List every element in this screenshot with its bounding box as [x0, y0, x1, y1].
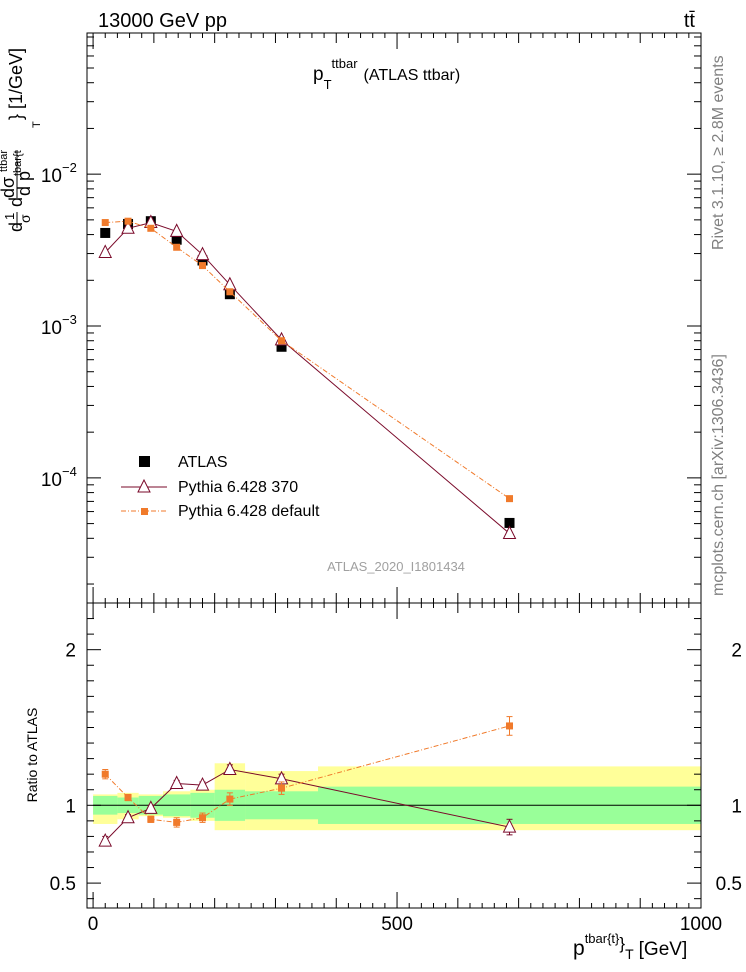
data-point-pythia-default [124, 217, 132, 225]
analysis-watermark: ATLAS_2020_I1801434 [327, 559, 465, 574]
ratio-point-pythia-370 [195, 776, 210, 791]
data-point-pythia-default [199, 262, 207, 270]
ratio-panel: 0.5 0.5 1 1 2 2 0 500 1000 Ratio to ATLAS ptbar… [24, 602, 742, 962]
ratio-series [98, 716, 517, 847]
main-y-axis-label-text: } [1/GeV] [6, 48, 26, 120]
ratio-point-pythia-370 [121, 809, 135, 824]
main-y-axis-label: d 1 σ d dσ ttbar d p tbar{t T } [1/GeV] [0, 48, 43, 232]
ratio-y-tick-label-right: 1 [731, 796, 742, 817]
data-point-pythia-370 [98, 244, 113, 258]
plot-title: pTttbar(ATLAS ttbar) [313, 56, 460, 92]
rivet-label: Rivet 3.1.10, ≥ 2.8M events [710, 55, 727, 250]
ratio-point-pythia-370 [98, 832, 113, 847]
data-point-atlas [276, 341, 287, 352]
ratio-line-0 [104, 768, 510, 842]
ratio-line-1 [104, 725, 510, 823]
ratio-y-ticks: 0.5 0.5 1 1 2 2 [50, 618, 742, 900]
svg-text:1: 1 [2, 213, 17, 220]
legend-marker-pythia-370 [137, 478, 151, 493]
main-line-2 [105, 220, 510, 500]
ratio-y-tick-label-right: 2 [731, 641, 742, 662]
ratio-point-pythia-default [124, 794, 132, 802]
legend-label-pythia-370: Pythia 6.428 370 [178, 479, 298, 496]
main-y-tick-label: 10 [41, 166, 62, 187]
data-point-pythia-370 [121, 220, 135, 234]
data-point-pythia-default [101, 219, 109, 227]
ratio-point-pythia-default [506, 722, 514, 730]
main-y-ticks: 10−210−310−4 [41, 36, 701, 585]
legend-marker-pythia-default [141, 508, 148, 515]
ratio-point-pythia-default [147, 815, 155, 823]
ratio-point-pythia-370 [502, 818, 517, 833]
x-tick-label: 0 [88, 914, 99, 935]
data-point-atlas [171, 234, 182, 245]
svg-text:σ: σ [17, 214, 33, 223]
ratio-y-tick-label: 2 [65, 641, 76, 662]
data-point-pythia-default [506, 495, 514, 503]
svg-text:d p: d p [14, 171, 34, 196]
svg-text:tbar{t: tbar{t [12, 150, 24, 176]
data-point-pythia-370 [195, 246, 210, 261]
data-point-atlas [504, 517, 515, 528]
svg-text:T: T [31, 121, 43, 128]
main-series [98, 214, 517, 540]
main-y-tick-label: 10 [41, 470, 62, 491]
ratio-point-pythia-default [226, 795, 234, 803]
ratio-point-pythia-370 [144, 800, 158, 814]
ratio-bands [93, 763, 701, 831]
energy-label: 13000 GeV pp [98, 10, 227, 32]
svg-text:ttbar: ttbar [0, 150, 10, 172]
ratio-point-pythia-default [101, 770, 109, 778]
ratio-y-tick-label-right: 0.5 [716, 874, 742, 895]
main-y-tick-exponent: −4 [62, 464, 77, 479]
legend: ATLAS Pythia 6.428 370 Pythia 6.428 defa… [121, 454, 320, 520]
main-y-tick-exponent: −3 [62, 312, 77, 327]
ratio-x-ticks: 0 500 1000 [88, 603, 722, 935]
data-point-pythia-default [173, 243, 181, 251]
x-axis-label: ptbar{t}}T [GeV] [573, 931, 687, 962]
svg-text:d: d [6, 222, 26, 232]
main-y-tick-exponent: −2 [62, 160, 77, 175]
legend-marker-atlas [139, 456, 150, 467]
data-point-pythia-370 [169, 223, 184, 237]
ratio-y-tick-label: 0.5 [50, 874, 76, 895]
ratio-point-pythia-default [199, 814, 207, 822]
x-tick-label: 1000 [680, 914, 722, 935]
ratio-point-pythia-370 [169, 775, 184, 790]
main-y-tick-label: 10 [41, 318, 62, 339]
mcplots-label: mcplots.cern.ch [arXiv:1306.3436] [710, 354, 727, 596]
ratio-point-pythia-default [278, 784, 286, 792]
ratio-point-pythia-370 [223, 761, 237, 776]
data-point-pythia-default [147, 224, 155, 232]
svg-text:d: d [6, 197, 26, 207]
data-point-pythia-370 [502, 525, 517, 540]
legend-label-atlas: ATLAS [178, 454, 228, 471]
ratio-frame [86, 602, 702, 909]
main-x-ticks [92, 33, 702, 603]
svg-text:dσ: dσ [0, 177, 18, 198]
main-line-1 [104, 222, 510, 534]
data-point-atlas [197, 255, 208, 266]
ratio-y-axis-label: Ratio to ATLAS [24, 708, 40, 803]
legend-label-pythia-default: Pythia 6.428 default [178, 503, 320, 520]
ratio-point-pythia-default [173, 818, 181, 826]
ratio-y-tick-label: 1 [65, 796, 76, 817]
data-point-pythia-default [278, 337, 286, 345]
main-panel: 10−210−310−4 pTttbar(ATLAS ttbar) ATLAS_… [0, 32, 702, 604]
x-tick-label: 500 [381, 914, 413, 935]
data-point-pythia-default [226, 288, 234, 296]
process-label: tt̄ [684, 10, 696, 32]
data-point-atlas [100, 227, 111, 238]
